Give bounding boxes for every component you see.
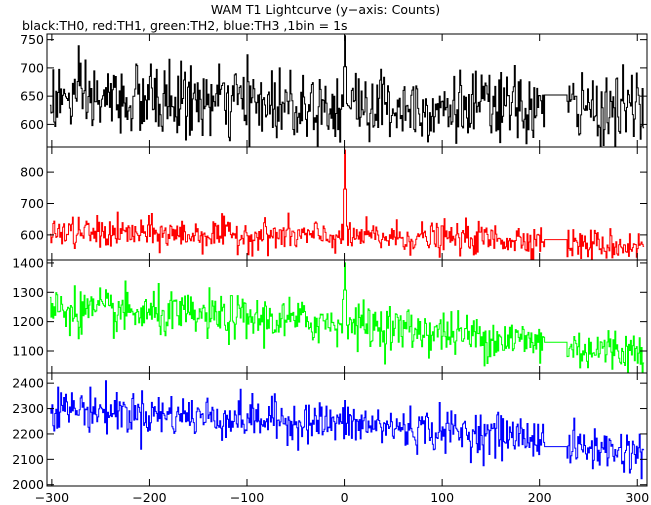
y-tick-label: 750 [20, 32, 44, 47]
x-tick-label: −100 [230, 490, 264, 505]
y-tick-label: 600 [20, 227, 44, 242]
y-tick-label: 2000 [12, 477, 44, 492]
x-tick-label: 100 [430, 490, 454, 505]
y-tick-label: 1100 [12, 343, 44, 358]
y-tick-label: 1400 [12, 255, 44, 270]
x-tick-label: −300 [35, 490, 69, 505]
y-tick-label: 2400 [12, 376, 44, 391]
series-line-th3 [49, 380, 645, 480]
series-line-th0 [49, 35, 645, 147]
y-tick-label: 1200 [12, 314, 44, 329]
chart-subtitle: black:TH0, red:TH1, green:TH2, blue:TH3 … [22, 18, 348, 33]
y-tick-label: 700 [20, 60, 44, 75]
y-tick-label: 700 [20, 196, 44, 211]
y-tick-label: 2200 [12, 426, 44, 441]
y-tick-label: 1300 [12, 285, 44, 300]
series-line-th1 [49, 149, 645, 260]
y-tick-label: 650 [20, 89, 44, 104]
y-tick-label: 600 [20, 117, 44, 132]
chart-title: WAM T1 Lightcurve (y−axis: Counts) [210, 2, 441, 17]
x-tick-label: 200 [528, 490, 552, 505]
panel-frame-th3 [46, 372, 648, 487]
x-tick-label: 300 [625, 490, 649, 505]
x-tick-label: −200 [132, 490, 166, 505]
y-tick-label: 800 [20, 165, 44, 180]
y-tick-label: 2100 [12, 452, 44, 467]
y-tick-label: 2300 [12, 401, 44, 416]
series-line-th2 [49, 262, 645, 373]
x-tick-label: 0 [341, 490, 349, 505]
